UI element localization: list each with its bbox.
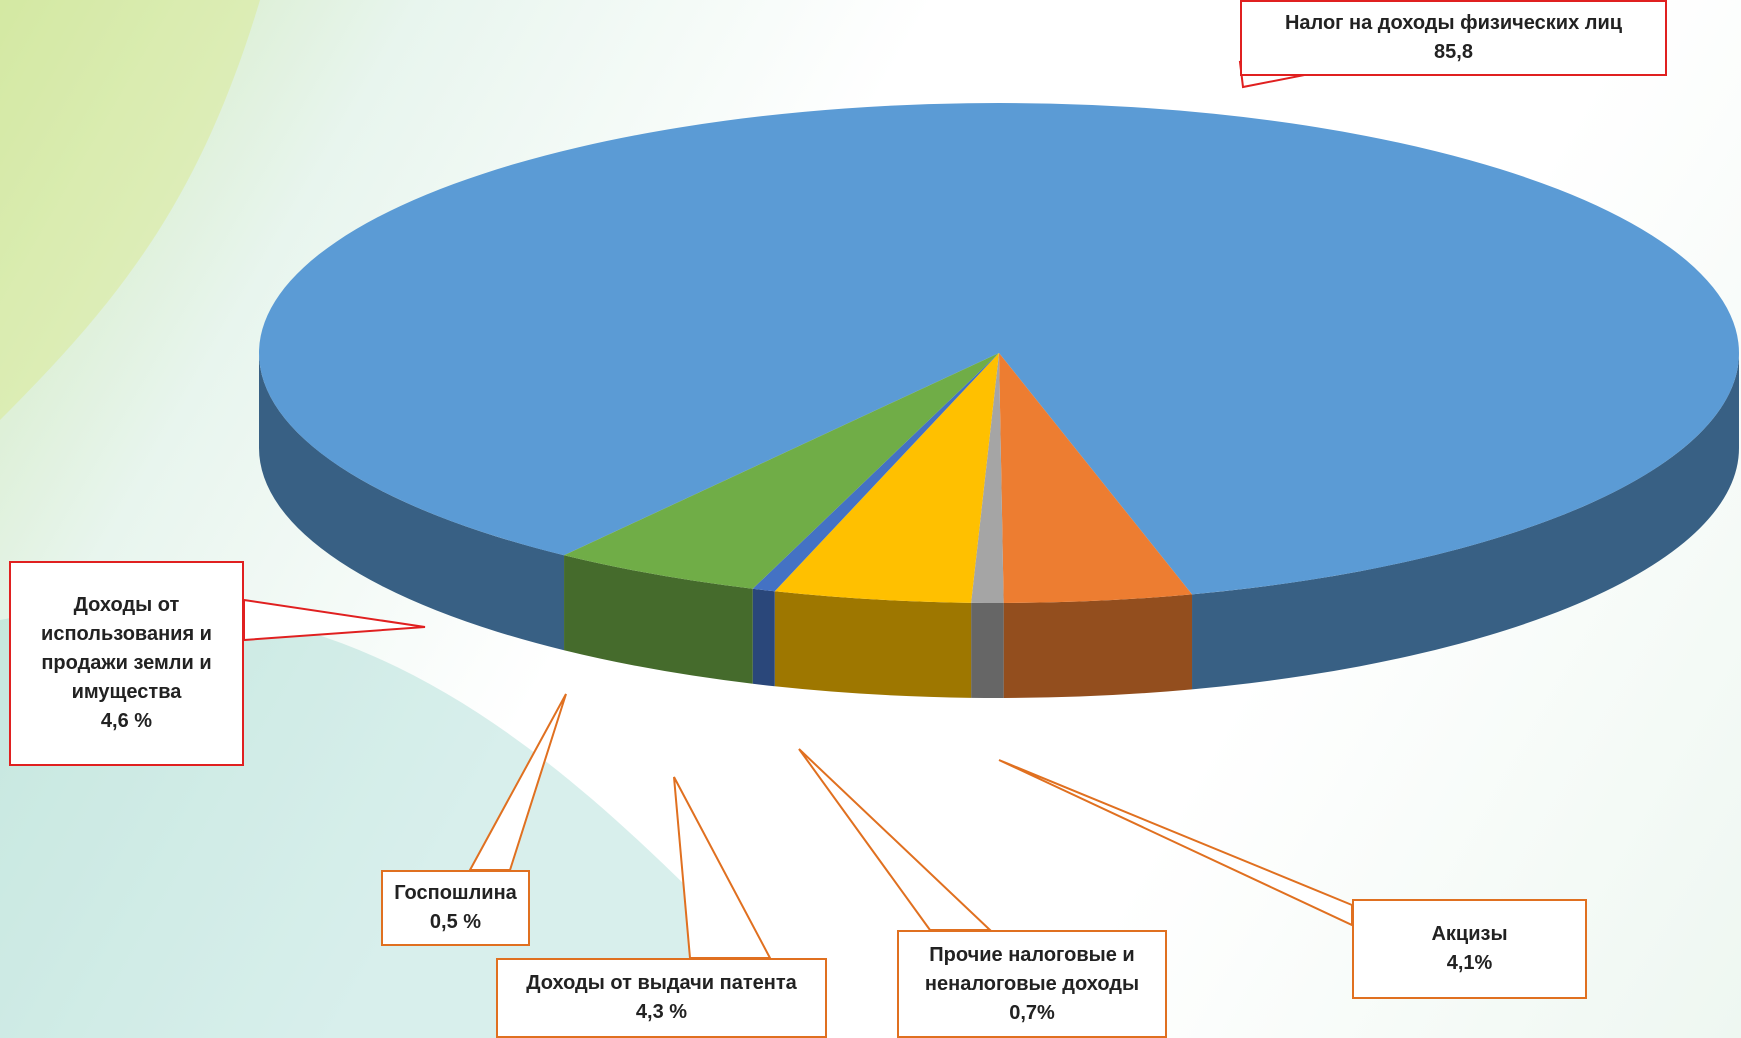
label-value: 85,8 — [1434, 38, 1473, 67]
callout — [799, 749, 990, 930]
data-label: Доходы от использования и продажи земли … — [9, 561, 244, 766]
label-name: Доходы от использования и продажи земли … — [21, 591, 232, 707]
slice-side — [1004, 594, 1192, 698]
background-wave — [0, 0, 260, 420]
slice-side — [753, 589, 775, 686]
label-name: Прочие налоговые и неналоговые доходы — [909, 941, 1155, 999]
label-name: Доходы от выдачи патента — [526, 969, 796, 998]
label-name: Акцизы — [1431, 920, 1507, 949]
label-value: 4,1% — [1447, 949, 1493, 978]
label-name: Госпошлина — [394, 879, 517, 908]
slide: Налог на доходы физических лиц85,8 Акцизы… — [0, 0, 1741, 1038]
label-name: Налог на доходы физических лиц — [1285, 9, 1622, 38]
slice-side — [971, 603, 1004, 698]
label-value: 0,5 % — [430, 908, 481, 937]
slice-side — [775, 591, 971, 698]
label-value: 4,3 % — [636, 998, 687, 1027]
callout — [674, 777, 770, 958]
callout — [999, 760, 1352, 925]
callout — [244, 600, 425, 640]
label-value: 0,7% — [1009, 999, 1055, 1028]
label-value: 4,6 % — [101, 707, 152, 736]
chart — [0, 0, 1741, 1038]
